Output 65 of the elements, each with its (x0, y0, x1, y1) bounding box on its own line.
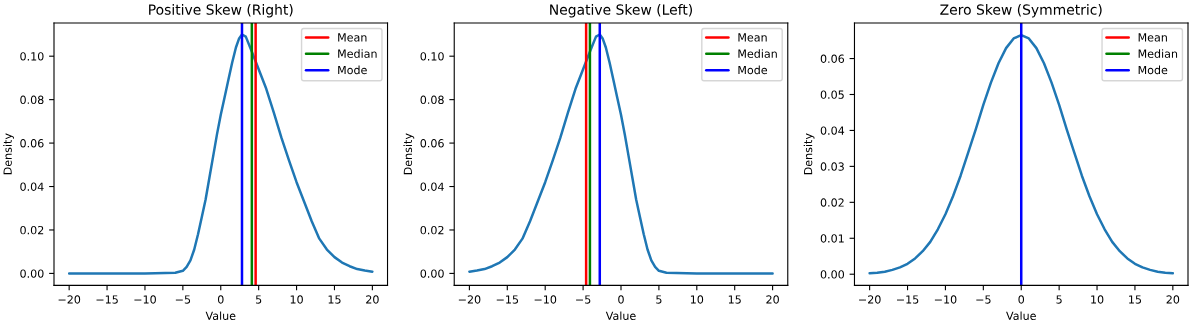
x-tick-label: −20 (859, 295, 881, 304)
legend-label: Mean (338, 33, 367, 42)
y-tick-label: 0.04 (820, 126, 845, 135)
x-tick-label: −10 (134, 295, 156, 304)
legend-label: Mode (738, 65, 768, 75)
y-tick-label: 0.06 (20, 139, 44, 148)
x-tick-label: 20 (366, 295, 379, 304)
y-tick-label: 0.08 (420, 95, 444, 105)
line-series (868, 33, 1175, 275)
x-tick-label: 0 (618, 295, 624, 304)
legend-label: Mean (738, 33, 767, 42)
y-tick-label: 0.05 (820, 90, 844, 99)
x-axis-title: Value (1006, 311, 1036, 320)
x-axis-title: Value (205, 311, 236, 320)
y-tick-label: 0.00 (820, 270, 845, 279)
x-tick-label: 20 (766, 295, 779, 304)
x-tick-label: 20 (1166, 295, 1180, 304)
chart-title: Zero Skew (Symmetric) (940, 4, 1102, 18)
x-tick-label: −15 (96, 295, 118, 304)
legend-label: Mode (338, 65, 367, 75)
y-tick-label: 0.00 (20, 269, 44, 278)
y-tick-label: 0.01 (820, 234, 844, 243)
x-tick-label: 15 (328, 295, 341, 304)
x-tick-label: −5 (175, 295, 191, 304)
x-tick-label: −15 (896, 295, 919, 304)
y-tick-label: 0.00 (420, 269, 444, 278)
y-tick-label: 0.08 (20, 95, 44, 105)
x-tick-label: 0 (217, 295, 224, 304)
y-axis-title: Density (803, 133, 815, 175)
y-tick-label: 0.03 (820, 162, 844, 171)
x-tick-label: 10 (690, 295, 704, 304)
x-tick-label: 10 (290, 295, 303, 304)
y-tick-label: 0.02 (420, 225, 444, 235)
x-tick-label: 0 (1018, 295, 1025, 304)
x-tick-label: −20 (58, 295, 81, 304)
x-tick-label: 10 (1091, 295, 1104, 304)
x-tick-label: −20 (458, 295, 481, 304)
legend-label: Median (338, 49, 377, 58)
y-tick-label: 0.02 (20, 225, 44, 235)
x-tick-label: 5 (1056, 295, 1062, 304)
x-tick-label: −10 (534, 295, 557, 304)
legend-label: Median (1138, 49, 1178, 58)
chart-title: Positive Skew (Right) (149, 4, 293, 18)
y-tick-label: 0.10 (20, 52, 44, 61)
x-tick-label: −5 (576, 295, 591, 304)
legend-label: Mean (1138, 33, 1167, 42)
chart-title: Negative Skew (Left) (550, 4, 692, 18)
y-tick-label: 0.04 (20, 182, 44, 191)
x-tick-label: 5 (656, 295, 662, 304)
x-tick-label: −5 (976, 295, 991, 304)
x-axis-title: Value (605, 311, 636, 320)
x-tick-label: −15 (496, 295, 519, 304)
x-tick-label: −10 (934, 295, 957, 304)
y-axis-title: Density (403, 133, 415, 175)
legend-label: Median (738, 49, 777, 58)
y-tick-label: 0.06 (820, 54, 845, 63)
x-tick-label: 5 (255, 295, 262, 304)
y-axis-title: Density (3, 133, 14, 175)
legend-label: Mode (1138, 65, 1168, 75)
y-tick-label: 0.04 (420, 182, 444, 191)
y-tick-label: 0.06 (420, 139, 444, 148)
y-tick-label: 0.10 (420, 52, 444, 61)
y-tick-label: 0.02 (820, 198, 844, 207)
x-tick-label: 15 (1129, 295, 1142, 304)
x-tick-label: 15 (728, 295, 741, 304)
